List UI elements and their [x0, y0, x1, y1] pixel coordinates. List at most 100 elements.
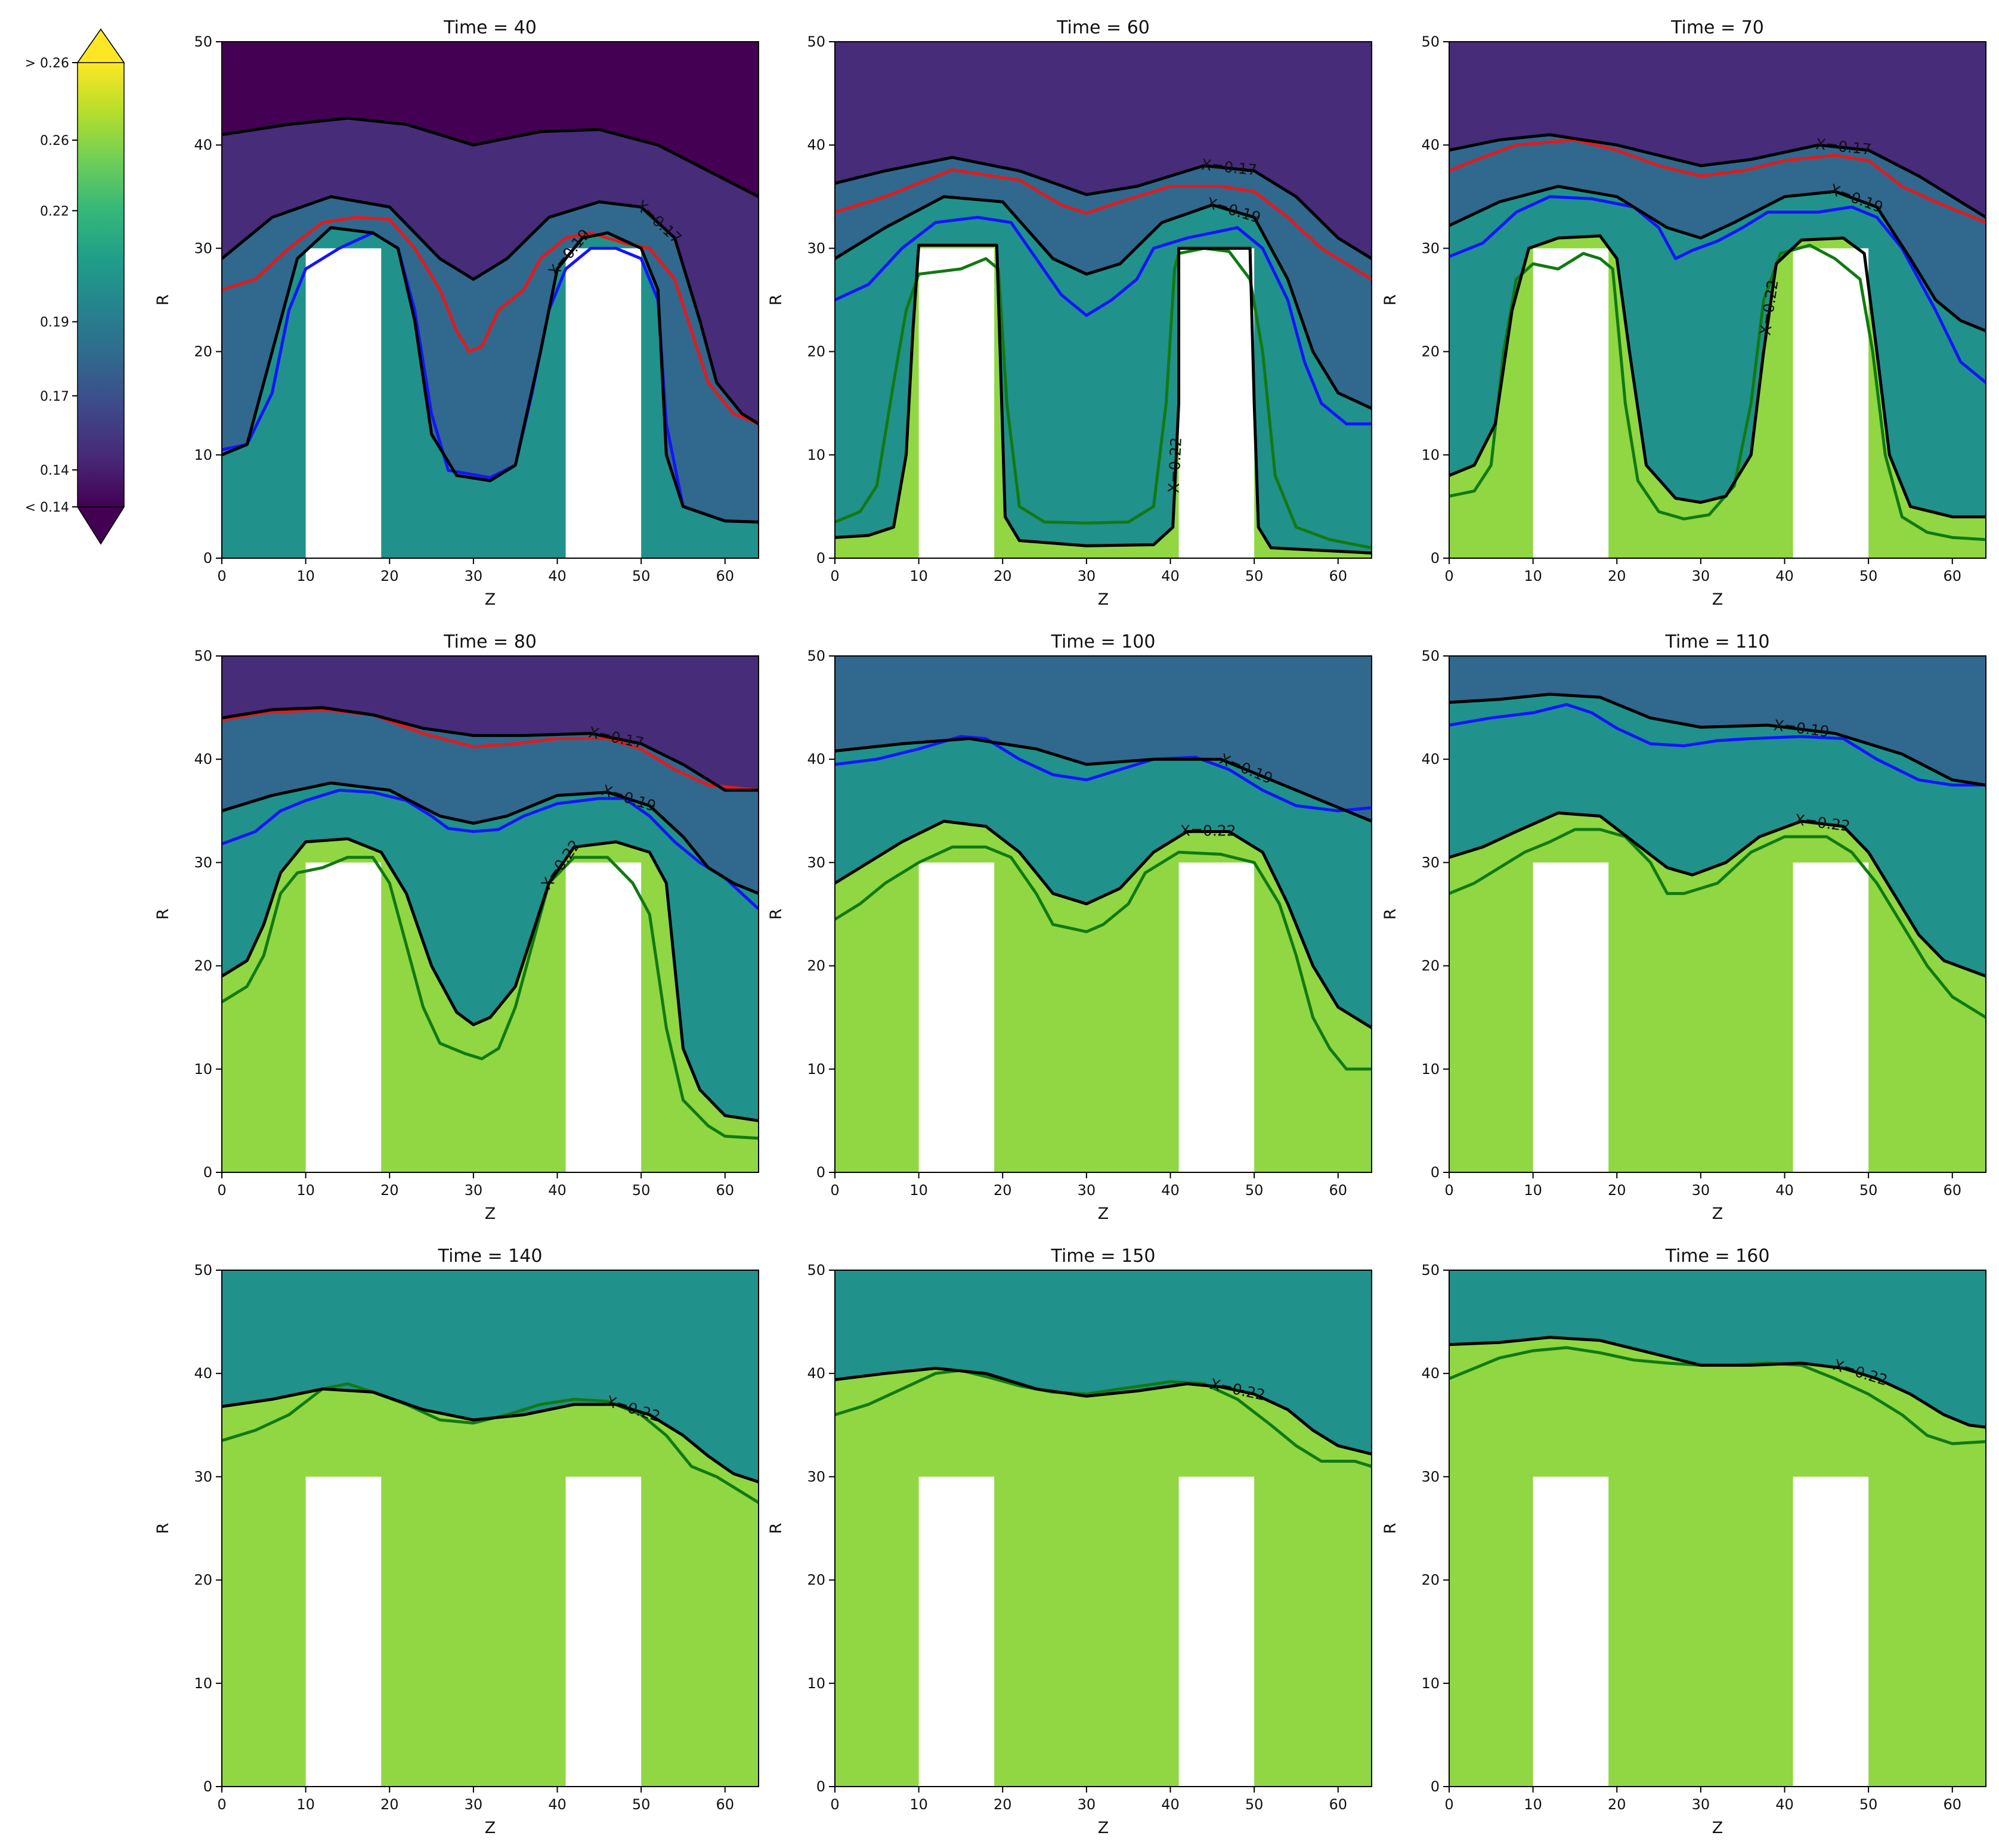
x-tick-label: 0 [1444, 1182, 1453, 1199]
obstacle [918, 248, 995, 558]
x-tick-label: 60 [1329, 1796, 1347, 1813]
y-tick-label: 40 [807, 137, 825, 153]
green-line [1449, 828, 1986, 1019]
x-tick-label: 50 [1245, 1796, 1264, 1813]
obstacle [1178, 1476, 1255, 1787]
contour-line [222, 226, 759, 524]
obstacle [305, 248, 382, 558]
x-tick-label: 50 [632, 1796, 651, 1813]
green-line [835, 1369, 1372, 1468]
obstacle [565, 862, 642, 1172]
y-tick-label: 0 [203, 1778, 212, 1795]
x-tick-label: 40 [548, 1182, 567, 1199]
y-tick-label: 40 [194, 1365, 212, 1382]
y-tick-label: 20 [1421, 958, 1440, 974]
obstacle [1533, 862, 1609, 1172]
x-axis-label: Z [485, 590, 496, 609]
colorbar-tick-label: 0.26 [40, 134, 69, 148]
x-axis-label: Z [1098, 590, 1109, 609]
y-tick-label: 50 [194, 1262, 212, 1279]
blue-line [1449, 702, 1986, 787]
y-tick-label: 0 [203, 550, 212, 567]
x-tick-label: 10 [296, 1796, 315, 1813]
x-tick-label: 50 [632, 568, 651, 584]
x-tick-label: 10 [1524, 568, 1542, 584]
x-tick-label: 40 [1161, 1796, 1180, 1813]
y-axis-label: R [1381, 1523, 1400, 1534]
colorbar-tick-label: > 0.26 [25, 56, 69, 71]
x-tick-label: 60 [716, 568, 734, 584]
contour-line [835, 243, 1372, 555]
y-tick-label: 0 [1431, 1778, 1440, 1795]
y-tick-label: 0 [816, 1164, 825, 1181]
x-tick-label: 40 [1161, 1182, 1180, 1199]
x-tick-label: 0 [217, 1182, 226, 1199]
y-tick-label: 10 [807, 1061, 825, 1078]
x-tick-label: 60 [1943, 1182, 1961, 1199]
axes-frame [1449, 655, 1986, 1173]
x-axis-label: Z [1098, 1205, 1109, 1223]
y-tick-label: 50 [1421, 648, 1440, 664]
colorbar-tick-label: 0.19 [40, 315, 69, 330]
contour-line [835, 737, 1372, 823]
x-tick-label: 60 [716, 1796, 734, 1813]
y-tick-label: 10 [1421, 447, 1440, 463]
axes-frame [834, 1270, 1372, 1787]
plot-area [1449, 1270, 1986, 1787]
y-tick-label: 30 [1421, 240, 1440, 256]
y-axis-label: R [1381, 909, 1400, 920]
contour-line [835, 195, 1372, 410]
blue-line [222, 788, 759, 911]
contour-line [835, 1367, 1372, 1456]
y-tick-label: 0 [1431, 1164, 1440, 1181]
filled-region [1449, 1337, 1986, 1787]
y-tick-label: 0 [203, 1164, 212, 1181]
x-tick-label: 10 [296, 1182, 315, 1199]
y-tick-label: 0 [1431, 550, 1440, 567]
y-tick-label: 30 [807, 1468, 825, 1485]
x-tick-label: 40 [1775, 568, 1794, 584]
panel-title: Time = 60 [1056, 17, 1150, 38]
y-tick-label: 30 [194, 854, 212, 871]
obstacle [1793, 1476, 1869, 1787]
x-tick-label: 10 [1524, 1796, 1542, 1813]
y-tick-label: 30 [807, 854, 825, 871]
x-tick-label: 0 [217, 1796, 226, 1813]
plot-area [222, 656, 759, 1172]
obstacle [1793, 248, 1869, 558]
x-tick-label: 60 [1943, 1796, 1961, 1813]
green-line [1449, 243, 1986, 541]
y-tick-label: 30 [1421, 854, 1440, 871]
y-tick-label: 40 [1421, 1365, 1440, 1382]
x-axis-label: Z [1098, 1819, 1109, 1837]
y-tick-label: 50 [807, 1262, 825, 1279]
y-axis-label: R [767, 1523, 785, 1534]
plot-area [1449, 656, 1986, 1172]
x-axis-label: Z [1712, 1819, 1723, 1837]
y-tick-label: 40 [194, 137, 212, 153]
panels: X=0.17X=0.190 10 20 30 40 50 6001020304050ZRTi… [154, 17, 1986, 1837]
y-tick-label: 10 [1421, 1675, 1440, 1692]
obstacle [918, 862, 995, 1172]
x-tick-label: 50 [1859, 1182, 1878, 1199]
x-tick-label: 0 [1444, 1796, 1453, 1813]
plot-area [835, 656, 1372, 1172]
colorbar-tick-label: 0.14 [40, 463, 69, 478]
x-axis-label: Z [1712, 1205, 1723, 1223]
y-tick-label: 40 [807, 751, 825, 767]
panel: X=0.17X=0.19X=0.220 10 20 30 40 50 60010203040… [1381, 17, 1986, 609]
y-tick-label: 50 [807, 648, 825, 664]
x-tick-label: 40 [1775, 1796, 1794, 1813]
y-axis-label: R [154, 295, 172, 306]
y-tick-label: 30 [194, 1468, 212, 1485]
contour-line [222, 195, 759, 425]
contour-line [222, 781, 759, 895]
x-tick-label: 30 [1692, 568, 1710, 584]
x-tick-label: 30 [465, 568, 483, 584]
plot-area [835, 1270, 1372, 1787]
y-tick-label: 20 [807, 1572, 825, 1589]
y-tick-label: 20 [194, 343, 212, 360]
x-tick-label: 60 [1329, 1182, 1347, 1199]
x-tick-label: 10 [296, 568, 315, 584]
